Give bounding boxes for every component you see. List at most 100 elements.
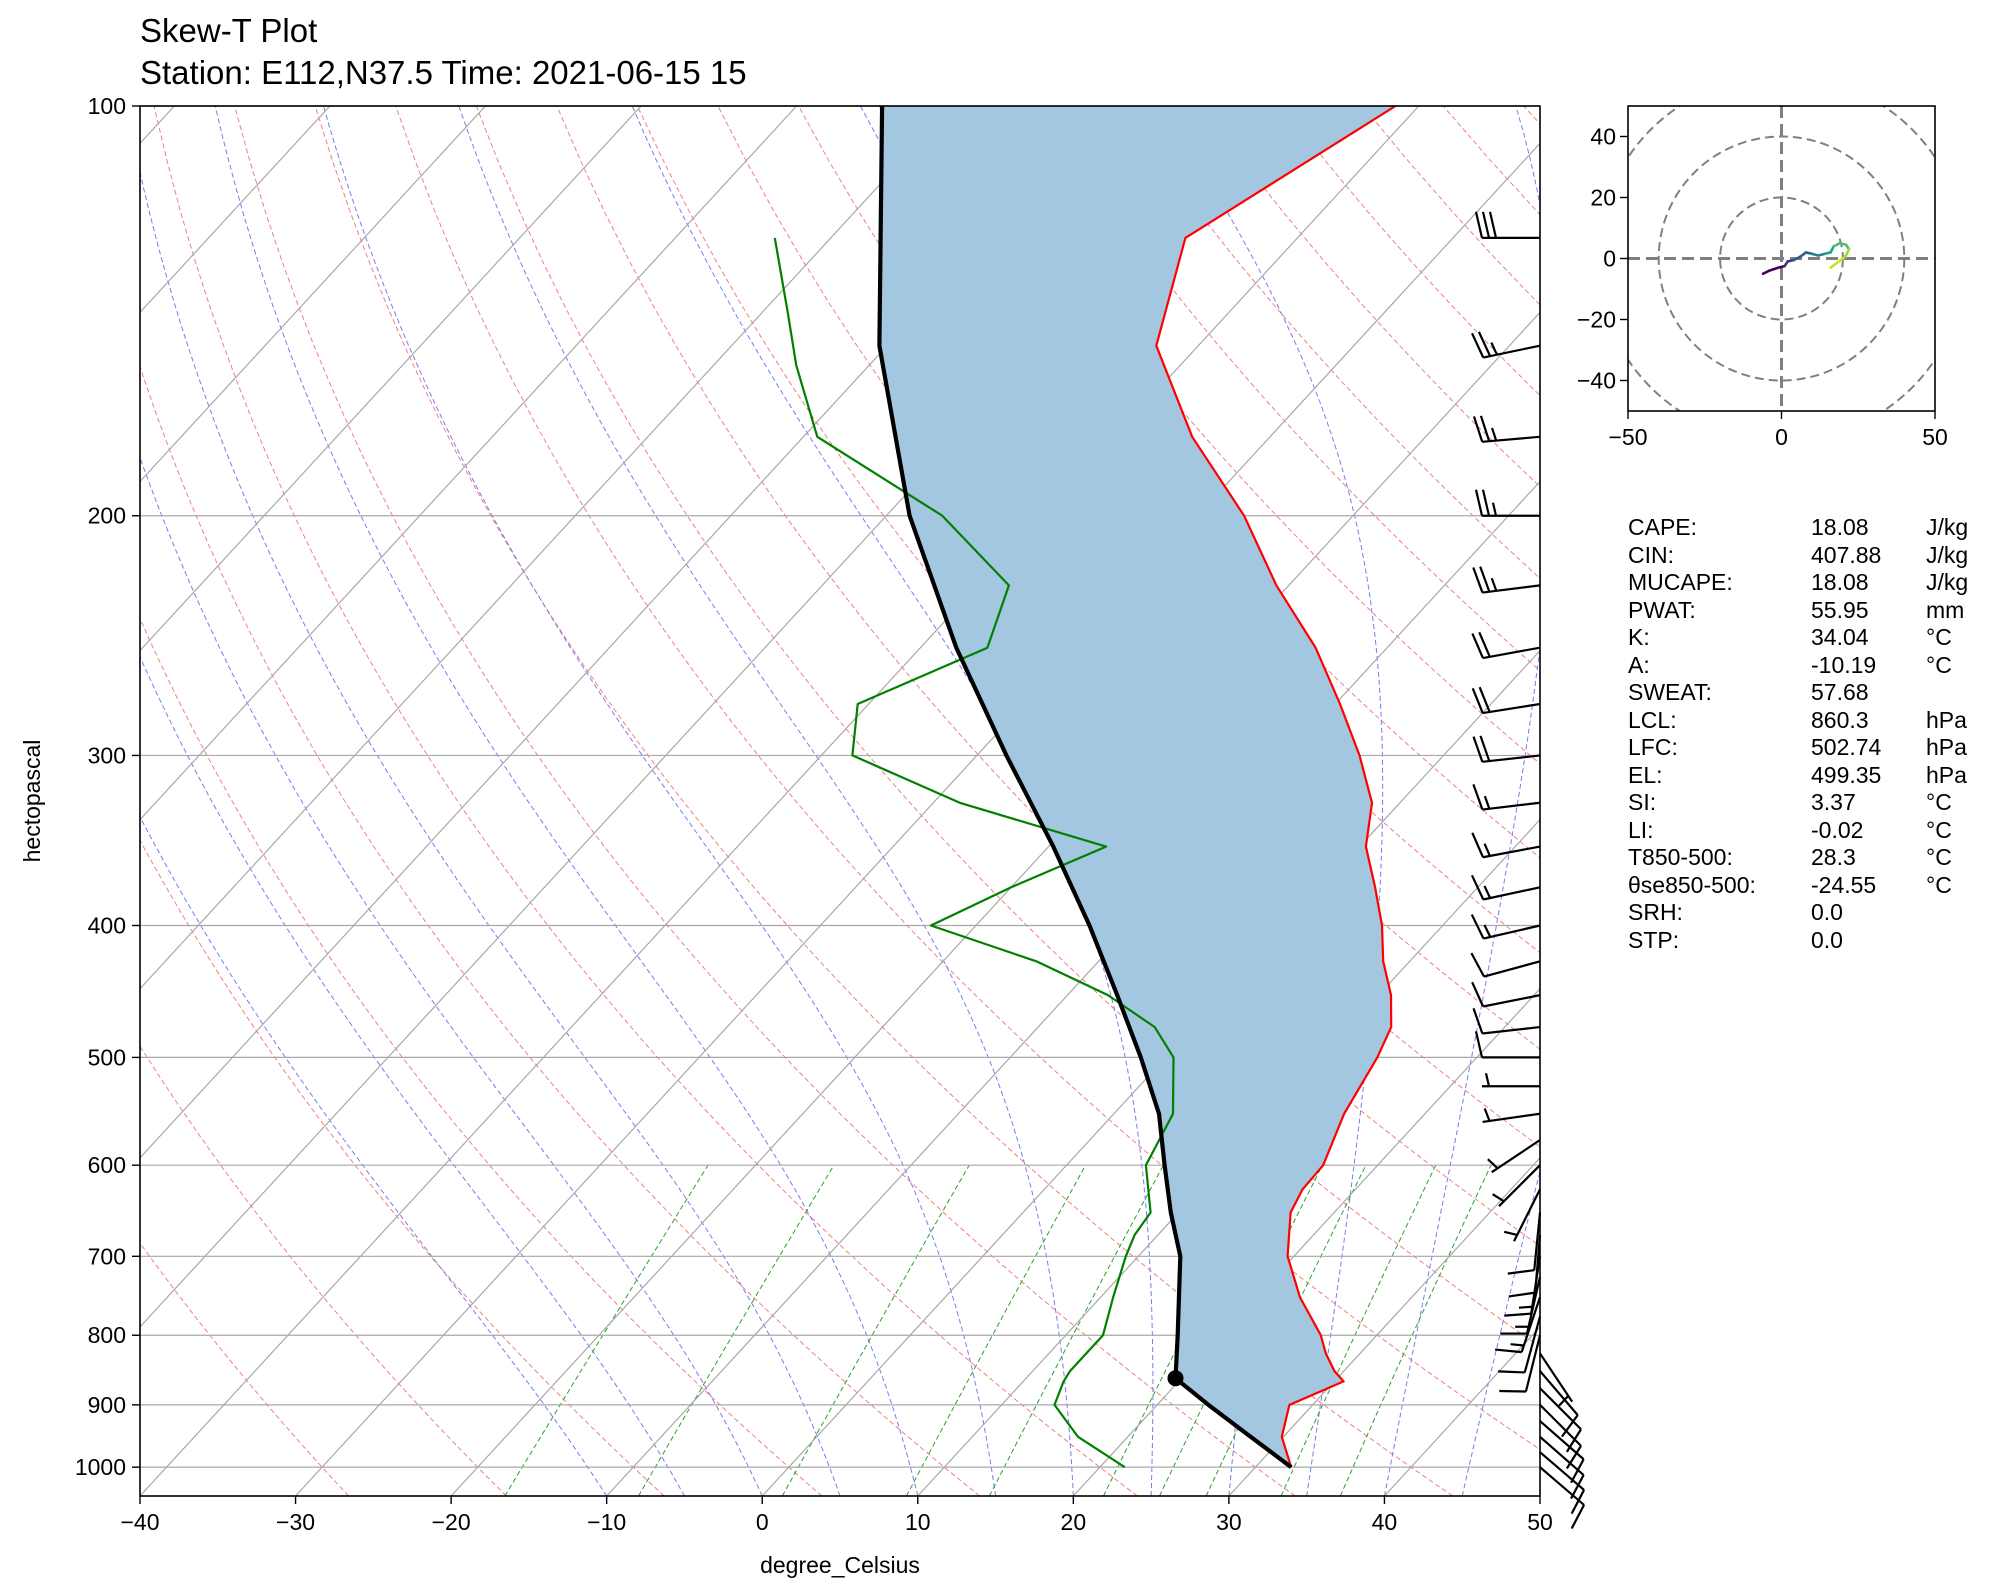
wind-barb <box>1472 415 1541 443</box>
dry-adiabat <box>314 106 1454 1496</box>
wind-barb <box>1472 735 1541 763</box>
index-value: 55.95 <box>1811 596 1869 623</box>
plot-frame <box>139 105 1541 1497</box>
x-tick-label: 50 <box>1527 1509 1553 1535</box>
y-tick-label: 300 <box>88 742 126 768</box>
mixing-ratio-line <box>1205 1164 1367 1496</box>
index-unit: °C <box>1926 844 1952 870</box>
index-unit: J/kg <box>1926 569 1969 595</box>
wind-barb <box>1482 1073 1540 1088</box>
y-tick-label: 400 <box>88 912 126 938</box>
x-tick-label: −40 <box>120 1509 159 1535</box>
dry-adiabat <box>153 106 1138 1496</box>
moist-adiabat <box>323 106 997 1496</box>
isotherm <box>140 106 798 821</box>
isotherm <box>140 106 642 652</box>
index-unit: J/kg <box>1926 541 1969 568</box>
index-name: T850-500: <box>1628 844 1733 870</box>
temperature-profile <box>1155 106 1397 1468</box>
index-value: 499.35 <box>1811 761 1882 788</box>
index-value: -0.02 <box>1811 816 1864 843</box>
y-tick-label: 200 <box>88 503 126 529</box>
isotherm <box>140 106 1420 1496</box>
index-row: A: -10.19 °C <box>1628 652 1988 680</box>
moist-adiabat <box>631 106 1154 1496</box>
index-name: MUCAPE: <box>1628 569 1733 595</box>
wind-barb <box>1500 1276 1542 1335</box>
dry-adiabat <box>1039 106 1540 672</box>
wind-barb <box>1471 331 1541 359</box>
chart-subtitle: Station: E112,N37.5 Time: 2021-06-15 15 <box>140 54 747 91</box>
index-name: SRH: <box>1628 899 1683 925</box>
index-row: CAPE: 18.08 J/kg <box>1628 514 1988 542</box>
hodograph-x-tick-label: −50 <box>1608 424 1647 450</box>
index-unit: mm <box>1926 596 1965 623</box>
index-value: 0.0 <box>1811 926 1843 953</box>
index-name: LFC: <box>1628 734 1678 760</box>
wind-barb <box>1470 874 1541 901</box>
moist-adiabat <box>458 106 1074 1496</box>
hodograph-x-tick-label: 50 <box>1922 424 1948 450</box>
wind-barb <box>1539 1466 1586 1530</box>
index-value: 28.3 <box>1811 844 1856 870</box>
y-tick-label: 700 <box>88 1243 126 1269</box>
hodograph: −50 0 50 40 20 0 −20 −40 <box>1577 105 1948 450</box>
isotherm <box>140 106 486 483</box>
wind-barb <box>1474 489 1540 517</box>
wind-barb <box>1503 1188 1541 1242</box>
index-value: 3.37 <box>1811 789 1856 815</box>
index-name: LI: <box>1628 816 1654 843</box>
dry-adiabat <box>395 106 1540 1451</box>
isotherm <box>140 106 953 990</box>
index-unit: hPa <box>1926 761 1967 788</box>
index-value: 18.08 <box>1811 569 1869 595</box>
wind-barb <box>1492 1164 1541 1207</box>
wind-barb <box>1471 832 1541 859</box>
wind-barb <box>1472 784 1541 811</box>
index-unit: J/kg <box>1926 514 1969 540</box>
index-value: 57.68 <box>1811 679 1869 705</box>
index-name: PWAT: <box>1628 596 1696 623</box>
wind-barb <box>1471 686 1541 715</box>
isotherm <box>140 106 331 314</box>
dry-adiabat <box>140 364 980 1496</box>
mixing-ratio-line <box>1280 1164 1437 1496</box>
wind-barb <box>1471 631 1541 660</box>
index-name: A: <box>1628 651 1650 678</box>
hodograph-y-tick-label: 0 <box>1603 246 1616 272</box>
index-unit: °C <box>1926 651 1952 678</box>
index-name: EL: <box>1628 761 1663 788</box>
moist-adiabat <box>1163 106 1384 1496</box>
wind-barb <box>1507 1212 1542 1275</box>
wind-barb <box>1474 211 1540 240</box>
index-row: MUCAPE: 18.08 J/kg <box>1628 569 1988 597</box>
index-value: 860.3 <box>1811 706 1869 733</box>
index-row: SRH: 0.0 <box>1628 899 1988 927</box>
wind-barb <box>1494 1296 1542 1354</box>
hodograph-y-tick-label: −20 <box>1577 307 1616 333</box>
hodograph-y-tick-label: 40 <box>1590 124 1616 150</box>
index-value: -10.19 <box>1811 651 1877 678</box>
index-value: 502.74 <box>1811 734 1882 760</box>
y-tick-label: 100 <box>88 93 126 119</box>
x-tick-label: 0 <box>756 1509 769 1535</box>
lcl-marker <box>1167 1370 1184 1387</box>
index-name: CIN: <box>1628 541 1674 568</box>
y-axis-label: hectopascal <box>19 740 45 863</box>
wind-barb <box>1487 1139 1541 1174</box>
x-tick-label: 20 <box>1061 1509 1087 1535</box>
wind-barb <box>1539 1370 1579 1438</box>
index-name: LCL: <box>1628 706 1677 733</box>
x-axis-label: degree_Celsius <box>760 1552 920 1578</box>
hodograph-segment <box>1767 266 1780 273</box>
wind-barb <box>1539 1451 1586 1515</box>
isotherm <box>761 649 1540 1496</box>
y-tick-label: 1000 <box>75 1454 126 1480</box>
y-tick-label: 800 <box>88 1322 126 1348</box>
index-value: 18.08 <box>1811 514 1869 540</box>
index-name: CAPE: <box>1628 514 1698 540</box>
wind-barb <box>1499 1334 1542 1393</box>
moist-adiabat <box>1383 106 1540 1496</box>
index-row: STP: 0.0 <box>1628 927 1988 955</box>
